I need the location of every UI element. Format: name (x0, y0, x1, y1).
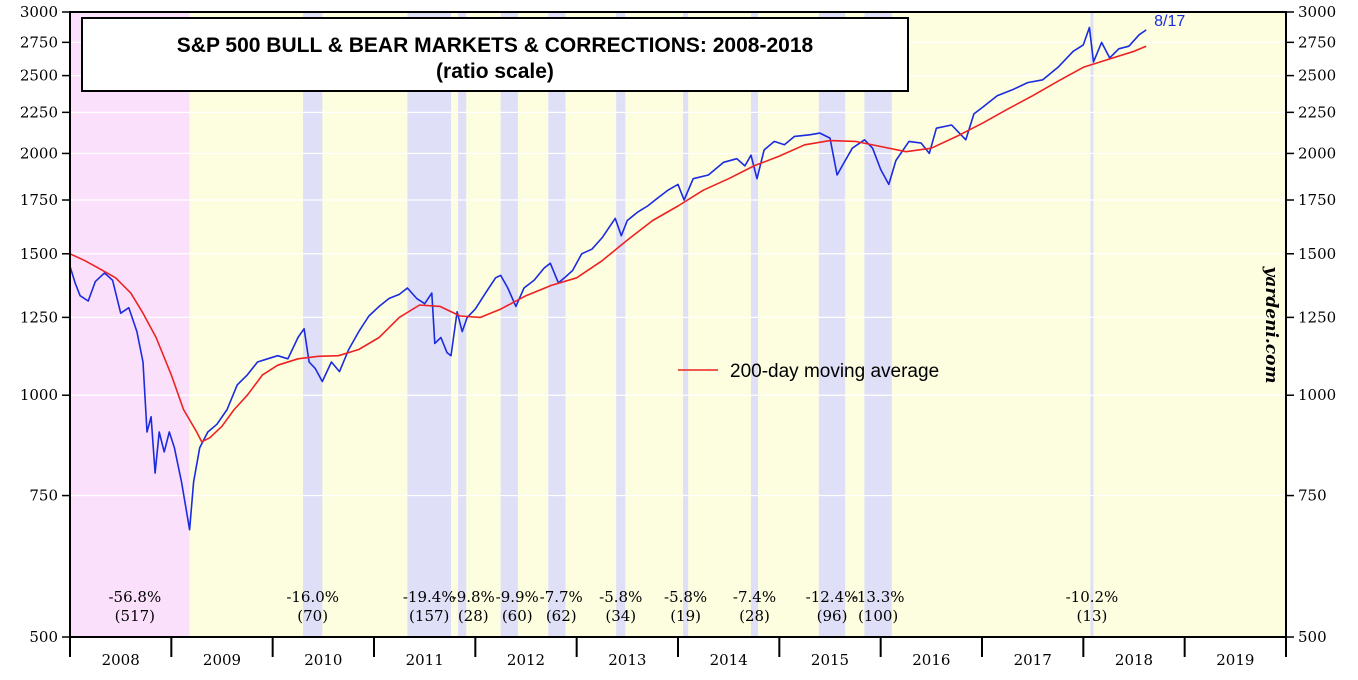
ytick-right-label: 2250 (1298, 103, 1336, 121)
correction-annotations: -56.8%(517)-16.0%(70)-19.4%(157)-9.8%(28… (108, 588, 1118, 625)
correction-band-1 (407, 12, 452, 637)
chart-subtitle: (ratio scale) (436, 60, 554, 83)
correction-band-10 (1090, 12, 1094, 637)
series-lines (69, 26, 1147, 531)
correction-band-5 (616, 12, 626, 637)
correction-days-label: (157) (409, 607, 449, 625)
ytick-left-label: 500 (29, 628, 58, 646)
ma200-line (69, 45, 1147, 443)
correction-days-label: (62) (546, 607, 577, 625)
period-shading (70, 12, 1286, 637)
ytick-left-label: 750 (29, 487, 58, 505)
ytick-right-label: 2000 (1298, 144, 1336, 162)
ytick-right-label: 1000 (1298, 386, 1336, 404)
legend-label-ma: 200-day moving average (730, 361, 939, 382)
ytick-right-label: 1250 (1298, 308, 1336, 326)
year-label: 2010 (304, 651, 342, 669)
year-label: 2017 (1014, 651, 1052, 669)
year-label: 2013 (608, 651, 646, 669)
correction-days-label: (13) (1077, 607, 1108, 625)
correction-days-label: (34) (605, 607, 636, 625)
correction-pct-label: -5.8% (599, 588, 642, 606)
correction-pct-label: -10.2% (1066, 588, 1119, 606)
correction-band-3 (500, 12, 518, 637)
correction-days-label: (28) (739, 607, 770, 625)
ytick-right-label: 1750 (1298, 191, 1336, 209)
correction-pct-label: -7.4% (733, 588, 776, 606)
ytick-left-label: 2000 (20, 144, 58, 162)
watermark: yardeni.com (1261, 266, 1281, 384)
bear-market-band-0 (70, 12, 190, 637)
ytick-right-label: 1500 (1298, 245, 1336, 263)
correction-pct-label: -13.3% (852, 588, 905, 606)
correction-band-6 (683, 12, 689, 637)
correction-band-4 (548, 12, 566, 637)
ytick-left-label: 1250 (20, 308, 58, 326)
correction-pct-label: -5.8% (664, 588, 707, 606)
ytick-left-label: 3000 (20, 3, 58, 21)
correction-days-label: (70) (297, 607, 328, 625)
correction-pct-label: -16.0% (286, 588, 339, 606)
correction-pct-label: -9.9% (496, 588, 539, 606)
correction-shading (303, 12, 1094, 637)
year-label: 2009 (203, 651, 241, 669)
correction-days-label: (517) (115, 607, 155, 625)
correction-pct-label: -7.7% (540, 588, 583, 606)
year-label: 2011 (406, 651, 444, 669)
ytick-right-label: 500 (1298, 628, 1327, 646)
year-label: 2018 (1115, 651, 1153, 669)
year-label: 2019 (1216, 651, 1254, 669)
ytick-left-label: 1000 (20, 386, 58, 404)
chart-title: S&P 500 BULL & BEAR MARKETS & CORRECTION… (177, 34, 814, 57)
ytick-left-label: 2500 (20, 67, 58, 85)
correction-pct-label: -19.4% (403, 588, 456, 606)
last-point-label: 8/17 (1154, 13, 1185, 30)
x-axis-ticks: 2008 2009 2010 2011 2012 2013 2014 2015 2016 2017… (69, 637, 1287, 669)
y-axis-ticks: 500 500 750 750 1000 1000 1250 1250 1500 1500 1750… (20, 3, 1336, 646)
sp500-line (69, 26, 1147, 531)
correction-days-label: (28) (458, 607, 489, 625)
correction-pct-label: -9.8% (452, 588, 495, 606)
title-box (81, 17, 909, 92)
ytick-left-label: 2750 (20, 33, 58, 51)
ytick-right-label: 3000 (1298, 3, 1336, 21)
correction-days-label: (19) (670, 607, 701, 625)
year-label: 2014 (710, 651, 748, 669)
correction-days-label: (60) (502, 607, 533, 625)
correction-band-0 (303, 12, 323, 637)
correction-band-9 (864, 12, 892, 637)
ytick-right-label: 2500 (1298, 67, 1336, 85)
ytick-left-label: 1750 (20, 191, 58, 209)
ytick-left-label: 1500 (20, 245, 58, 263)
correction-pct-label: -12.4% (806, 588, 859, 606)
year-label: 2016 (912, 651, 950, 669)
year-label: 2012 (507, 651, 545, 669)
correction-band-2 (458, 12, 467, 637)
ytick-right-label: 2750 (1298, 33, 1336, 51)
correction-band-7 (750, 12, 759, 637)
ytick-right-label: 750 (1298, 487, 1327, 505)
correction-days-label: (96) (817, 607, 848, 625)
bull-market-band-1 (189, 12, 1286, 637)
year-label: 2015 (811, 651, 849, 669)
correction-pct-label: -56.8% (108, 588, 161, 606)
correction-days-label: (100) (858, 607, 898, 625)
ytick-left-label: 2250 (20, 103, 58, 121)
year-label: 2008 (102, 651, 140, 669)
correction-band-8 (818, 12, 846, 637)
legend: 200-day moving average (678, 361, 939, 382)
